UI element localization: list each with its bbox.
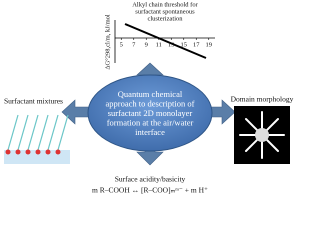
domain-image (234, 106, 290, 164)
x-tick-label: 9 (145, 41, 148, 48)
chart-title: clusterization (147, 15, 183, 22)
center-text: formation at the air/water (107, 117, 194, 127)
molecules-image (4, 114, 70, 164)
x-tick-label: 19 (206, 41, 213, 48)
chart-title: Alkyl chain threshold for (132, 1, 198, 8)
x-tick-label: 17 (193, 41, 200, 48)
x-tick-label: 11 (156, 41, 162, 48)
y-axis-label: ΔG°298,cl/m, kJ/mol (104, 14, 111, 70)
trend-line (124, 23, 207, 59)
x-tick-label: 13 (168, 41, 175, 48)
center-text: surfactant 2D monolayer (108, 108, 193, 118)
chart-title: surfactant spontaneous (135, 8, 195, 15)
center-ellipse (87, 74, 213, 152)
left-label: Surfactant mixtures (4, 97, 63, 106)
center-text: approach to description of (106, 98, 195, 108)
center-text: Quantum chemical (118, 89, 183, 99)
graphical-abstract: ΔG°298,cl/m, kJ/mol Alkyl chain threshol… (4, 1, 294, 195)
right-label: Domain morphology (231, 95, 294, 104)
x-tick-label: 7 (132, 41, 136, 48)
center-text: interface (135, 127, 165, 137)
formula: m R–COOH ↔ [R–COO]ₘᵐ⁻ + m H⁺ (92, 186, 208, 195)
x-tick-label: 5 (120, 41, 123, 48)
x-tick-label: 15 (181, 41, 188, 48)
bottom-label: Surface acidity/basicity (115, 175, 186, 184)
